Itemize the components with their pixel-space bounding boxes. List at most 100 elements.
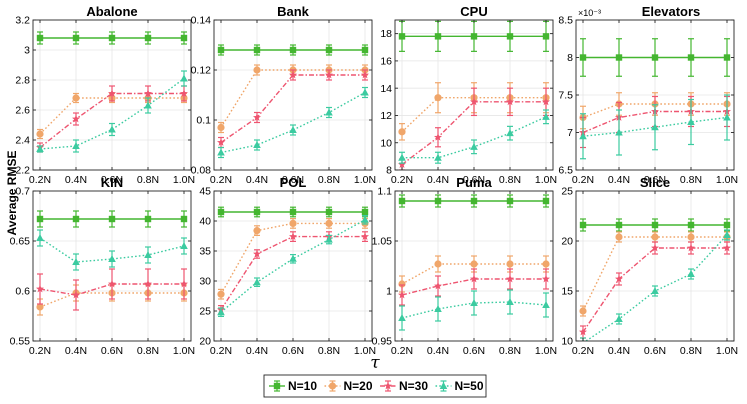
x-tick-label: 0.6N <box>101 345 123 357</box>
subplot-title: Elevators <box>642 4 701 19</box>
series-group <box>579 218 731 341</box>
data-point-n10 <box>217 208 225 216</box>
x-tick-label: 1.0N <box>535 345 557 357</box>
data-point-n50 <box>253 278 261 286</box>
data-point-n10 <box>542 197 550 205</box>
data-point-n30 <box>398 160 406 168</box>
data-point-n20 <box>398 280 406 288</box>
y-tick-label: 35 <box>199 246 211 258</box>
x-tick-label: 0.8N <box>680 345 702 357</box>
data-point-n10 <box>180 34 188 42</box>
x-tick-label: 0.8N <box>318 174 340 186</box>
x-tick-label: 0.6N <box>644 174 666 186</box>
y-tick-label: 6.5 <box>558 165 573 177</box>
data-point-n30 <box>108 279 116 288</box>
data-point-n10 <box>615 54 623 61</box>
data-point-n10 <box>506 197 514 205</box>
legend-item-n50: N=50 <box>435 379 484 393</box>
data-point-n10 <box>253 46 261 54</box>
data-point-n20 <box>289 219 297 227</box>
subplot-title: CPU <box>460 4 487 19</box>
subplot-title: Puma <box>456 175 492 190</box>
y-tick-label: 3.2 <box>15 15 30 27</box>
data-point-n30 <box>108 89 116 97</box>
data-point-n10 <box>723 54 731 61</box>
data-point-n20 <box>651 233 659 241</box>
data-point-n50 <box>180 242 188 249</box>
legend-item-n10: N=10 <box>269 379 317 393</box>
data-point-n30 <box>72 114 80 123</box>
x-tick-label: 0.2N <box>572 174 594 186</box>
y-tick-label: 15 <box>561 286 573 298</box>
x-tick-label: 1.0N <box>354 345 376 357</box>
data-point-n20 <box>72 94 80 102</box>
data-point-n10 <box>361 46 369 54</box>
data-point-n10 <box>72 215 80 223</box>
data-point-n50 <box>72 142 80 149</box>
subplot-title: KIN <box>101 175 123 190</box>
data-point-n10 <box>434 197 442 205</box>
x-tick-label: 0.6N <box>282 345 304 357</box>
data-point-n50 <box>651 123 659 131</box>
data-point-n10 <box>651 54 659 61</box>
data-point-n30 <box>144 89 152 97</box>
data-point-n20 <box>36 303 44 311</box>
series-line-n20 <box>401 97 546 133</box>
x-axis-label: τ <box>370 353 380 373</box>
data-point-n50 <box>217 148 225 156</box>
y-tick-label: 2.2 <box>15 165 30 177</box>
y-tick-label: 0.95 <box>372 336 393 348</box>
x-tick-label: 1.0N <box>173 345 195 357</box>
data-point-n10 <box>180 215 188 223</box>
data-point-n10 <box>470 197 478 205</box>
y-tick-label: 8 <box>567 52 573 64</box>
data-point-n50 <box>651 287 659 294</box>
data-point-n30 <box>506 97 514 106</box>
data-point-n20 <box>398 128 406 136</box>
data-point-n30 <box>289 232 297 240</box>
data-point-n10 <box>289 208 297 216</box>
y-tick-label: 40 <box>199 216 211 228</box>
data-point-n20 <box>470 260 478 268</box>
legend-marker-n20 <box>328 382 337 390</box>
data-point-n20 <box>217 123 225 132</box>
series-group <box>217 206 369 317</box>
data-point-n30 <box>361 232 369 240</box>
legend-label: N=20 <box>344 379 373 393</box>
legend-item-n30: N=30 <box>380 379 428 393</box>
data-point-n10 <box>687 54 695 61</box>
data-point-n30 <box>434 281 442 290</box>
x-tick-label: 1.0N <box>716 345 738 357</box>
y-tick-label: 10 <box>380 137 392 149</box>
x-tick-label: 1.0N <box>173 174 195 186</box>
data-point-n50 <box>325 108 333 116</box>
data-point-n20 <box>36 130 44 138</box>
subplot-title: Bank <box>277 4 310 19</box>
x-tick-label: 0.4N <box>246 174 268 186</box>
data-point-n30 <box>253 249 261 258</box>
x-tick-label: 0.8N <box>318 345 340 357</box>
data-point-n20 <box>325 219 333 227</box>
x-tick-label: 0.6N <box>463 345 485 357</box>
data-point-n50 <box>217 308 225 316</box>
data-point-n20 <box>615 233 623 241</box>
data-point-n10 <box>398 197 406 205</box>
legend-marker-n10 <box>273 382 281 390</box>
data-point-n10 <box>36 215 44 223</box>
data-point-n50 <box>398 153 406 161</box>
series-line-n50 <box>220 219 366 313</box>
y-tick-label: 30 <box>199 276 211 288</box>
data-point-n10 <box>144 34 152 42</box>
data-point-n50 <box>470 299 478 306</box>
y-tick-label: 0.08 <box>191 165 212 177</box>
x-tick-label: 0.4N <box>246 345 268 357</box>
y-tick-label: 12 <box>380 110 392 122</box>
series-line-n30 <box>220 74 365 144</box>
subplot-title: POL <box>280 175 307 190</box>
x-tick-label: 0.4N <box>608 345 630 357</box>
y-tick-label: 0.65 <box>10 236 31 248</box>
y-tick-label: 14 <box>380 83 392 95</box>
x-tick-label: 1.0N <box>716 174 738 186</box>
